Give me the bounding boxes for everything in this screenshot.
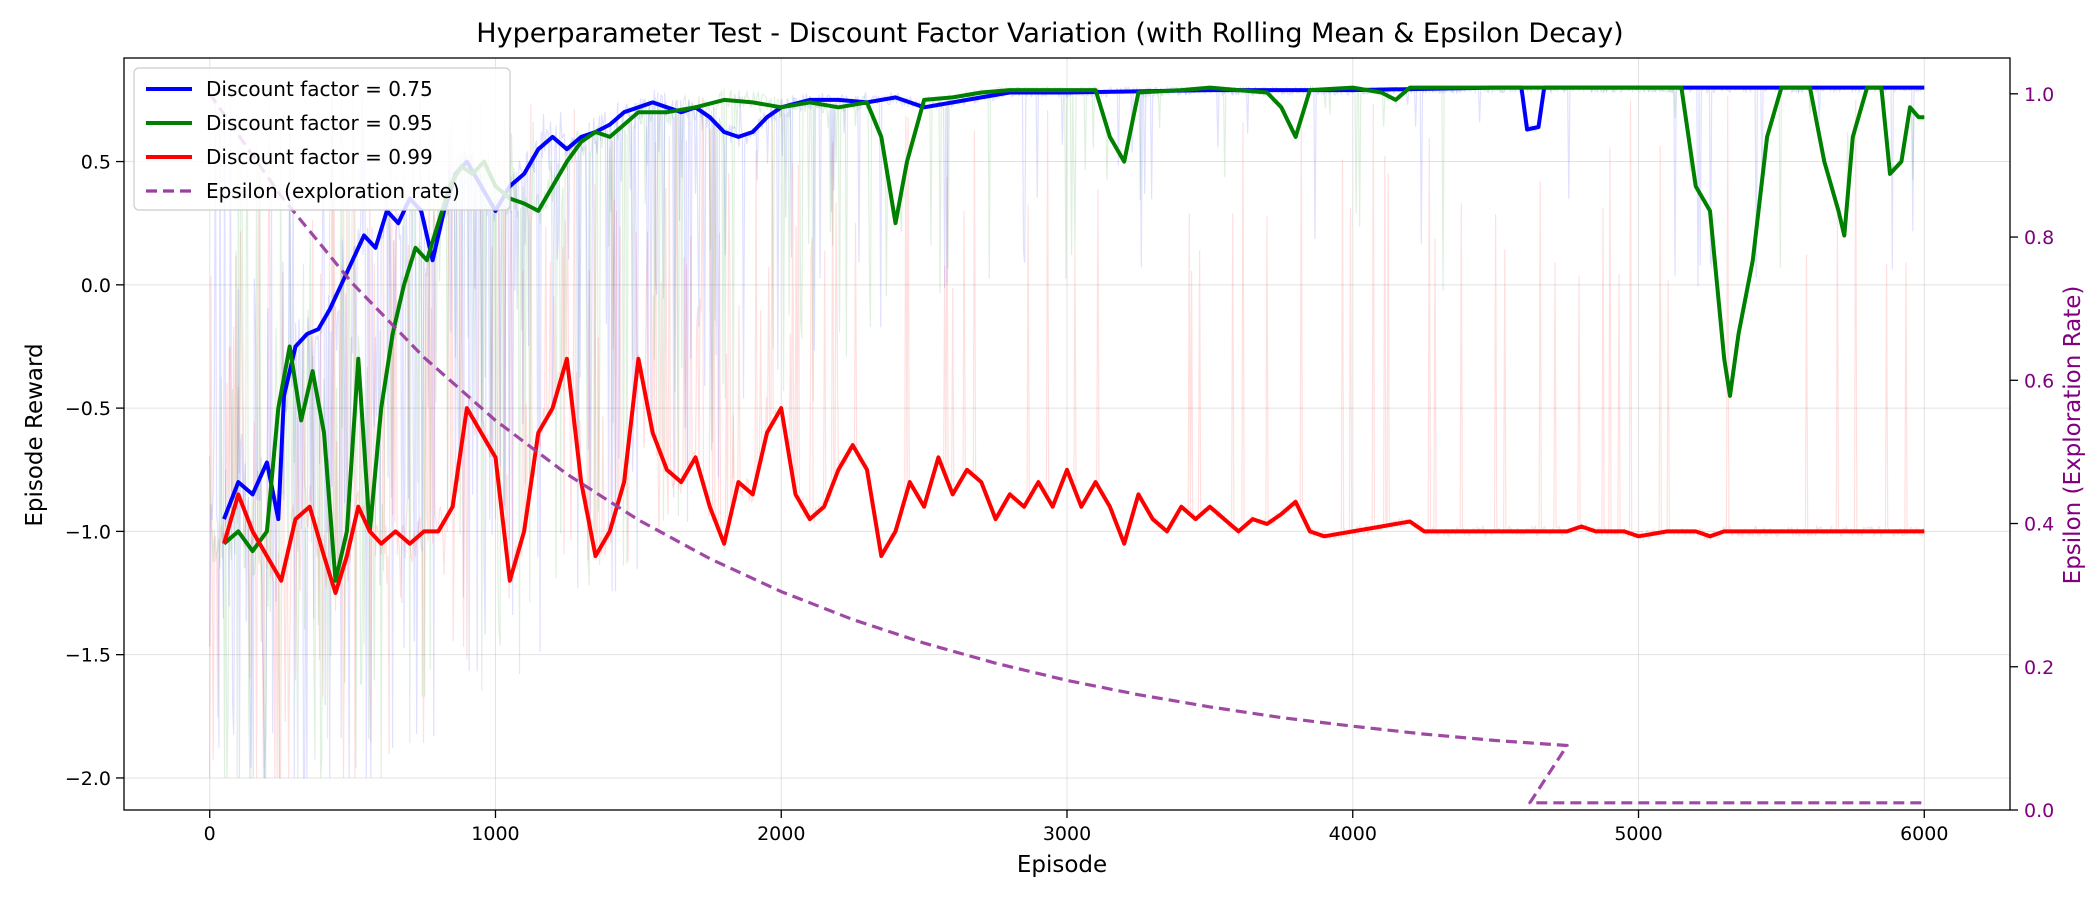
legend-label: Discount factor = 0.99 xyxy=(206,145,433,169)
y2-tick-label: 0.6 xyxy=(2024,370,2054,392)
x-tick-label: 3000 xyxy=(1043,823,1091,845)
y2-tick-label: 0.4 xyxy=(2024,514,2054,536)
y2-tick-label: 1.0 xyxy=(2024,84,2054,106)
x-tick-label: 2000 xyxy=(757,823,805,845)
series-line-4 xyxy=(208,92,1925,805)
y-tick-label: 0.5 xyxy=(81,152,111,174)
chart-title: Hyperparameter Test - Discount Factor Va… xyxy=(476,18,1623,49)
x-tick-label: 4000 xyxy=(1329,823,1377,845)
x-tick-label: 5000 xyxy=(1614,823,1662,845)
y2-tick-label: 0.2 xyxy=(2024,657,2054,679)
series-lines xyxy=(208,85,1925,805)
raw-trace-df095 xyxy=(209,85,1925,779)
legend-label: Discount factor = 0.75 xyxy=(206,77,433,101)
series-line-2 xyxy=(222,85,1925,583)
y-axis-label: Episode Reward xyxy=(22,343,48,526)
y2-tick-label: 0.8 xyxy=(2024,227,2054,249)
y-tick-label: −1.0 xyxy=(65,521,111,543)
y-tick-label: 0.0 xyxy=(81,275,111,297)
legend: Discount factor = 0.75 Discount factor = … xyxy=(133,67,511,211)
series-line-3 xyxy=(222,356,1925,595)
legend-label: Epsilon (exploration rate) xyxy=(206,179,460,203)
y-tick-label: −1.5 xyxy=(65,645,111,667)
y-tick-label: −2.0 xyxy=(65,768,111,790)
x-tick-label: 1000 xyxy=(471,823,519,845)
axes: 0 1000 2000 3000 4000 5000 6000 0.5 0.0 −0.5 −1.0 −… xyxy=(65,84,2054,845)
y2-axis-label: Epsilon (Exploration Rate) xyxy=(2060,286,2086,585)
x-tick-label: 0 xyxy=(204,823,216,845)
legend-box xyxy=(133,67,511,211)
legend-label: Discount factor = 0.95 xyxy=(206,111,433,135)
y2-tick-label: 0.0 xyxy=(2024,800,2054,822)
y-tick-label: −0.5 xyxy=(65,398,111,420)
x-axis-label: Episode xyxy=(1017,852,1107,878)
x-tick-label: 6000 xyxy=(1900,823,1948,845)
